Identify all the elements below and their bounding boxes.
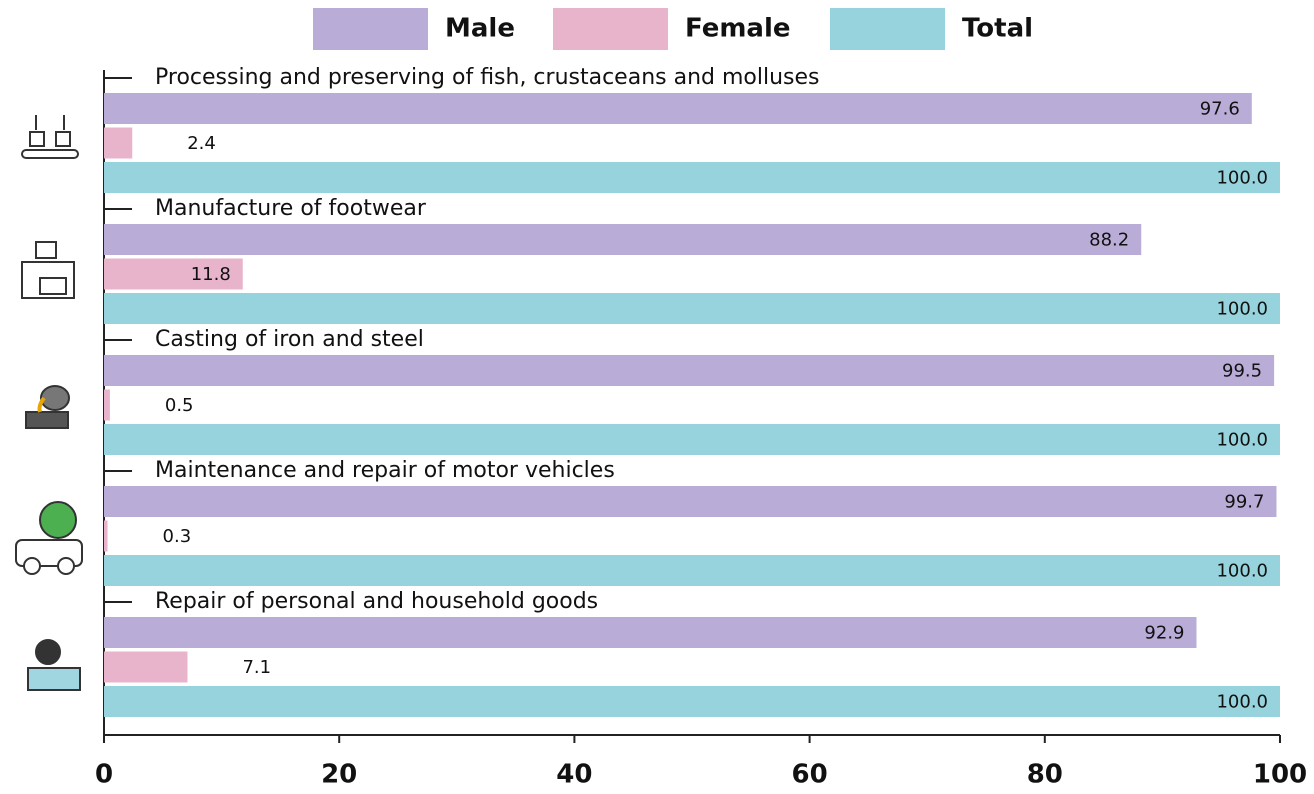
value-label: 2.4 bbox=[187, 133, 216, 154]
value-label: 100.0 bbox=[1216, 430, 1268, 451]
legend-label: Male bbox=[445, 14, 515, 44]
value-label: 0.5 bbox=[165, 395, 194, 416]
icons bbox=[15, 115, 83, 691]
bar bbox=[104, 127, 133, 159]
legend-swatch bbox=[830, 8, 945, 50]
bar bbox=[104, 651, 188, 683]
bar bbox=[104, 424, 1280, 455]
bar bbox=[104, 93, 1252, 124]
category-label: Manufacture of footwear bbox=[155, 196, 427, 221]
bar bbox=[104, 520, 108, 552]
category-label: Maintenance and repair of motor vehicles bbox=[155, 458, 615, 483]
value-label: 100.0 bbox=[1216, 168, 1268, 189]
x-tick-label: 100 bbox=[1253, 760, 1307, 790]
bar bbox=[104, 555, 1280, 586]
legend-label: Female bbox=[685, 14, 791, 44]
bar bbox=[104, 224, 1142, 255]
value-label: 97.6 bbox=[1200, 99, 1240, 120]
x-tick-label: 80 bbox=[1027, 760, 1063, 790]
category-label: Repair of personal and household goods bbox=[155, 589, 598, 614]
value-label: 7.1 bbox=[242, 657, 271, 678]
value-label: 99.7 bbox=[1224, 492, 1264, 513]
legend-label: Total bbox=[962, 14, 1033, 44]
bar bbox=[104, 486, 1277, 517]
bar bbox=[104, 162, 1280, 193]
value-label: 100.0 bbox=[1216, 299, 1268, 320]
value-label: 100.0 bbox=[1216, 561, 1268, 582]
value-label: 92.9 bbox=[1144, 623, 1184, 644]
x-tick-label: 40 bbox=[556, 760, 592, 790]
value-label: 11.8 bbox=[191, 264, 231, 285]
value-label: 100.0 bbox=[1216, 692, 1268, 713]
x-tick-label: 20 bbox=[321, 760, 357, 790]
bar bbox=[104, 258, 243, 290]
bar bbox=[104, 617, 1197, 648]
category-label: Processing and preserving of fish, crust… bbox=[155, 65, 820, 90]
category-label: Casting of iron and steel bbox=[155, 327, 424, 352]
x-tick-label: 0 bbox=[95, 760, 113, 790]
bar bbox=[104, 293, 1280, 324]
value-label: 99.5 bbox=[1222, 361, 1262, 382]
bar bbox=[104, 389, 110, 421]
x-tick-label: 60 bbox=[792, 760, 828, 790]
legend-swatch bbox=[313, 8, 428, 50]
value-label: 0.3 bbox=[163, 526, 192, 547]
bar bbox=[104, 686, 1280, 717]
value-label: 88.2 bbox=[1089, 230, 1129, 251]
bar bbox=[104, 355, 1275, 386]
legend-swatch bbox=[553, 8, 668, 50]
